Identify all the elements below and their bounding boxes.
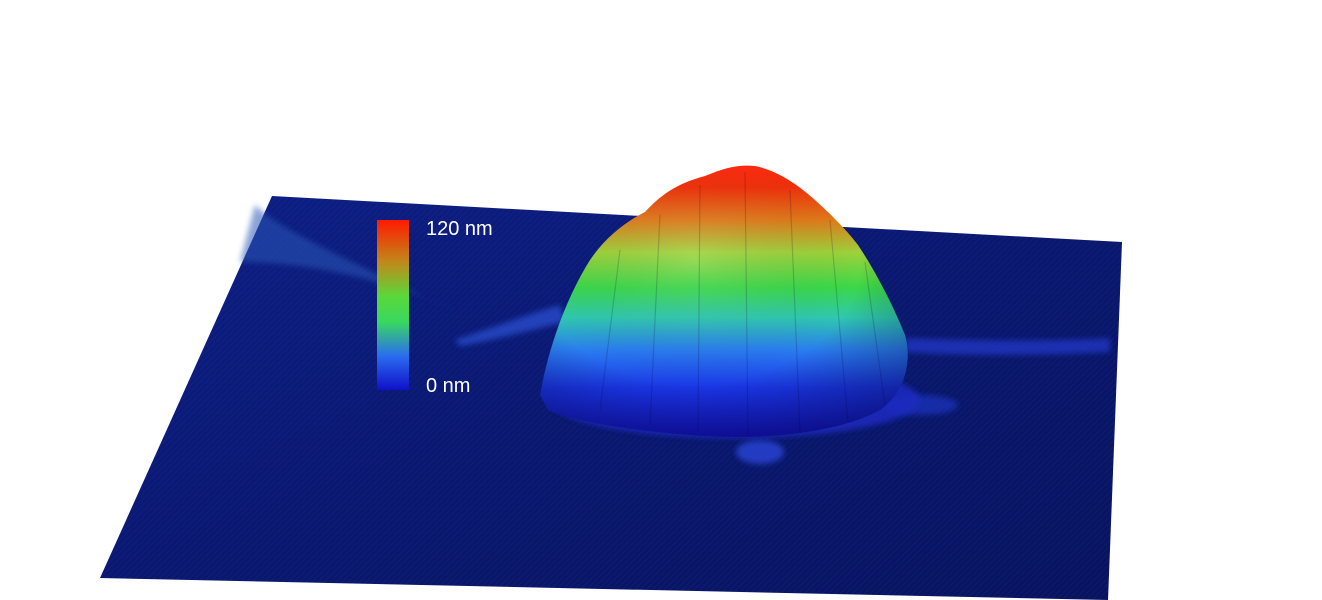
surface-ridge-left — [240, 205, 460, 312]
color-scale-max-label: 120 nm — [426, 218, 493, 240]
surface-debris — [736, 440, 784, 464]
height-mound-shading — [540, 165, 908, 437]
color-scale-bar — [377, 220, 409, 390]
mound-streaks — [599, 171, 886, 437]
surface-streak-left — [455, 305, 565, 346]
color-scale-min-label: 0 nm — [426, 375, 471, 397]
surface-streak-right — [905, 338, 1110, 355]
